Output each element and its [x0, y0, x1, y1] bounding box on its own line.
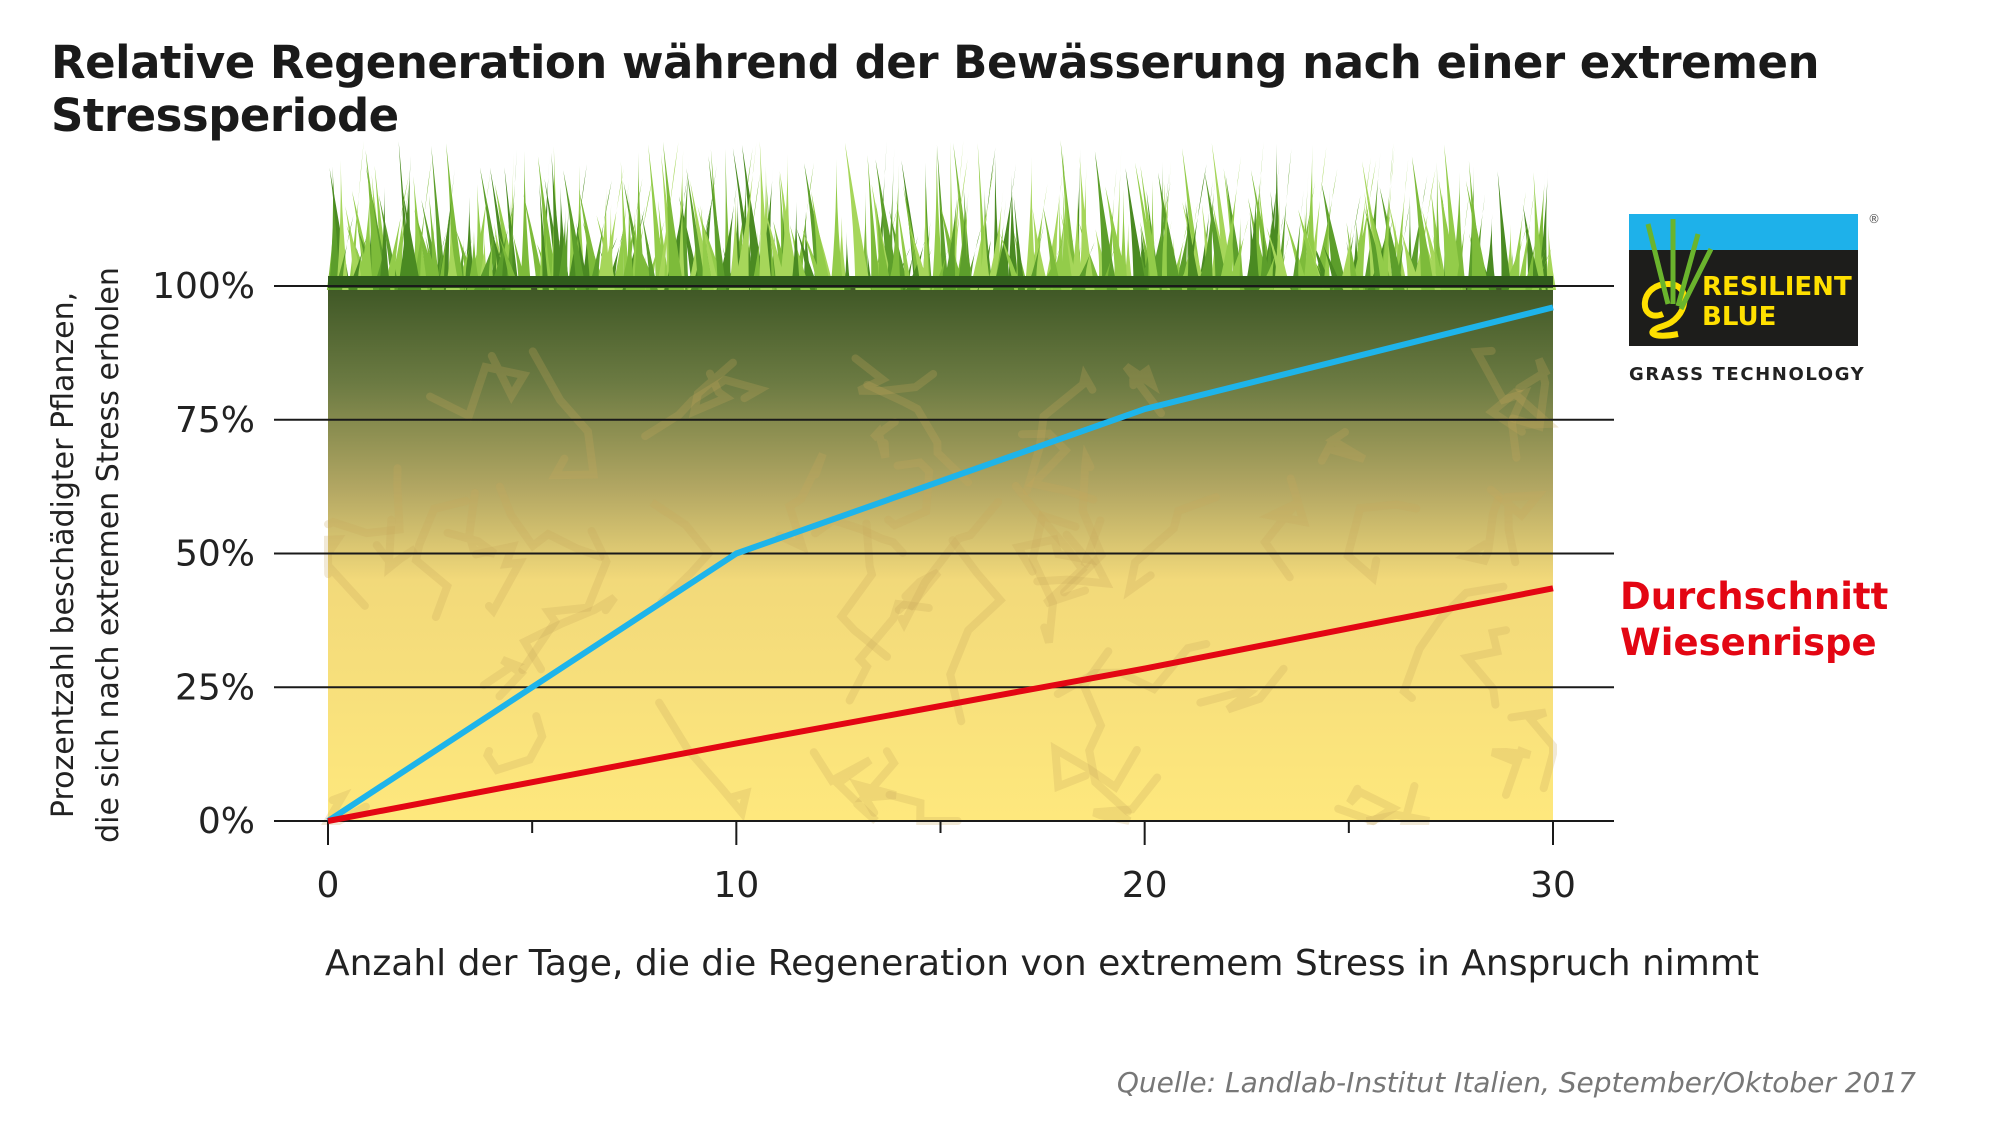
gridlines: [274, 285, 1614, 822]
y-tick-label: 25%: [175, 667, 255, 708]
x-tick-label: 30: [1530, 865, 1576, 906]
y-axis-label: Prozentzahl beschädigter Pflanzen, die s…: [46, 267, 126, 843]
x-tick-label: 10: [713, 865, 759, 906]
soil-cracks: [321, 346, 1559, 826]
tick-labels: 0% 25% 50% 75% 100% 0 10 20 30: [152, 266, 1576, 906]
x-ticks: [327, 821, 1554, 845]
y-axis-label-line-2: die sich nach extremen Stress erholen: [91, 267, 126, 843]
grass-illustration: [326, 140, 1557, 290]
x-tick-label: 20: [1122, 865, 1168, 906]
y-axis-label-line-1: Prozentzahl beschädigter Pflanzen,: [46, 292, 81, 818]
source-note: Quelle: Landlab-Institut Italien, Septem…: [1116, 1066, 1916, 1099]
legend-red-series: Durchschnitt Wiesenrispe: [1620, 574, 1888, 666]
series-lines: [326, 304, 1554, 824]
x-axis-label: Anzahl der Tage, die die Regeneration vo…: [325, 943, 1759, 984]
series-line-resilient-blue: [326, 304, 1554, 824]
legend-label-line-2: Wiesenrispe: [1620, 621, 1877, 664]
y-tick-label: 100%: [152, 266, 255, 307]
y-tick-label: 50%: [175, 534, 255, 575]
legend-label-line-1: Durchschnitt: [1620, 575, 1889, 618]
registered-mark: ®: [1868, 212, 1880, 226]
logo-top-band: [1629, 214, 1858, 250]
x-tick-label: 0: [317, 865, 340, 906]
logo-wordmark: RESILIENT BLUE: [1702, 272, 1852, 332]
y-tick-label: 0%: [198, 801, 255, 842]
y-tick-label: 75%: [175, 400, 255, 441]
series-line-wiesenrispe: [327, 585, 1554, 824]
logo-tagline: GRASS TECHNOLOGY: [1629, 364, 1866, 385]
grass-swirl-icon: [1641, 219, 1713, 339]
resilient-blue-logo: RESILIENT BLUE: [1629, 214, 1858, 346]
chart-title: Relative Regeneration während der Bewäss…: [51, 36, 1820, 142]
